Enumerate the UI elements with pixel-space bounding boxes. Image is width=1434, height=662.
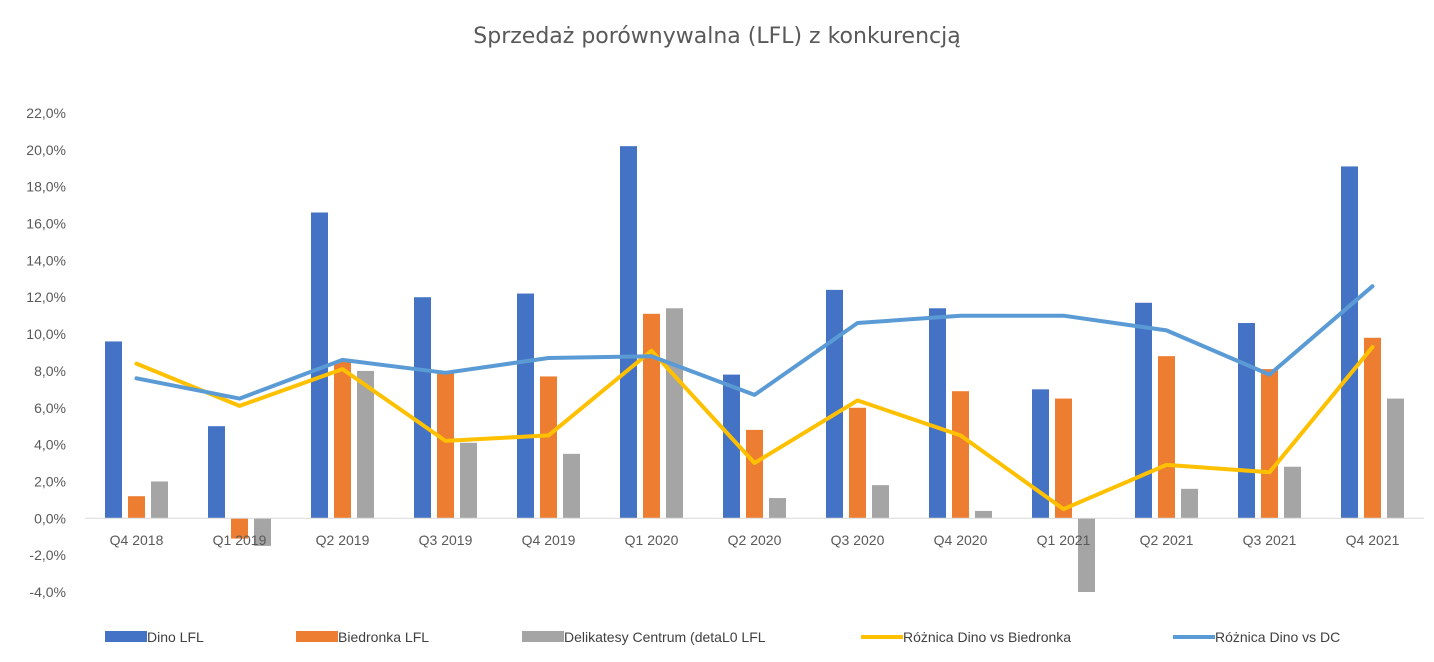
x-tick-label: Q4 2018	[110, 532, 164, 548]
bars	[105, 146, 1404, 592]
x-tick-label: Q1 2020	[625, 532, 679, 548]
bar-delikatesy-centrum-detal0-lfl	[1181, 488, 1198, 519]
y-tick-label: 6,0%	[34, 400, 66, 416]
bar-delikatesy-centrum-detal0-lfl	[872, 485, 889, 519]
y-tick-label: 22,0%	[26, 105, 66, 121]
bar-dino-lfl	[1032, 389, 1049, 519]
legend-swatch	[105, 631, 147, 642]
bar-biedronka-lfl	[1158, 356, 1175, 519]
x-tick-label: Q2 2020	[728, 532, 782, 548]
x-tick-label: Q4 2021	[1346, 532, 1400, 548]
legend-label: Różnica Dino vs Biedronka	[903, 629, 1071, 645]
legend-label: Biedronka LFL	[338, 629, 429, 645]
y-tick-label: 10,0%	[26, 326, 66, 342]
y-axis: -4,0% -2,0% 0,0% 2,0% 4,0% 6,0% 8,0% 10,0% 12,0%…	[26, 105, 66, 600]
bar-delikatesy-centrum-detal0-lfl	[1387, 398, 1404, 519]
bar-biedronka-lfl	[849, 407, 866, 519]
y-tick-label: 4,0%	[34, 437, 66, 453]
lines	[134, 284, 1375, 512]
bar-delikatesy-centrum-detal0-lfl	[563, 453, 580, 519]
bar-biedronka-lfl	[952, 391, 969, 519]
bar-biedronka-lfl	[643, 313, 660, 519]
bar-dino-lfl	[929, 308, 946, 519]
y-tick-label: -4,0%	[29, 584, 66, 600]
legend-label: Delikatesy Centrum (detaL0 LFL	[564, 629, 766, 645]
x-tick-label: Q4 2019	[522, 532, 576, 548]
bar-dino-lfl	[414, 297, 431, 519]
bar-delikatesy-centrum-detal0-lfl	[254, 518, 271, 546]
y-tick-label: 12,0%	[26, 289, 66, 305]
bar-delikatesy-centrum-detal0-lfl	[1078, 518, 1095, 592]
bar-dino-lfl	[723, 374, 740, 519]
bar-delikatesy-centrum-detal0-lfl	[975, 510, 992, 519]
chart-title: Sprzedaż porównywalna (LFL) z konkurencj…	[473, 24, 960, 49]
x-tick-label: Q1 2019	[213, 532, 267, 548]
x-tick-label: Q1 2021	[1037, 532, 1091, 548]
x-tick-label: Q3 2019	[419, 532, 473, 548]
x-axis: Q4 2018 Q1 2019 Q2 2019 Q3 2019 Q4 2019 Q1 20…	[110, 532, 1400, 548]
bar-dino-lfl	[620, 146, 637, 519]
y-tick-label: 16,0%	[26, 216, 66, 232]
y-tick-label: 14,0%	[26, 252, 66, 268]
bar-delikatesy-centrum-detal0-lfl	[151, 481, 168, 519]
x-tick-label: Q3 2021	[1243, 532, 1297, 548]
bar-biedronka-lfl	[334, 361, 351, 519]
bar-biedronka-lfl	[540, 376, 557, 519]
bar-biedronka-lfl	[1364, 337, 1381, 519]
bar-dino-lfl	[105, 341, 122, 519]
line-r-nica-dino-vs-biedronka	[134, 345, 1375, 512]
bar-biedronka-lfl	[128, 496, 145, 519]
bar-biedronka-lfl	[746, 429, 763, 519]
bar-dino-lfl	[826, 289, 843, 519]
bar-delikatesy-centrum-detal0-lfl	[666, 308, 683, 519]
bar-delikatesy-centrum-detal0-lfl	[460, 442, 477, 519]
legend-label: Dino LFL	[147, 629, 204, 645]
y-tick-label: 2,0%	[34, 473, 66, 489]
bar-dino-lfl	[1238, 323, 1255, 519]
bar-dino-lfl	[1135, 302, 1152, 519]
bar-biedronka-lfl	[231, 518, 248, 539]
x-tick-label: Q4 2020	[934, 532, 988, 548]
line-r-nica-dino-vs-dc	[134, 284, 1375, 401]
x-tick-label: Q3 2020	[831, 532, 885, 548]
bar-delikatesy-centrum-detal0-lfl	[357, 370, 374, 519]
bar-dino-lfl	[517, 293, 534, 519]
legend: Dino LFL Biedronka LFL Delikatesy Centrum …	[105, 629, 1340, 645]
x-tick-label: Q2 2019	[316, 532, 370, 548]
y-tick-label: -2,0%	[29, 547, 66, 563]
legend-swatch	[296, 631, 338, 642]
y-tick-label: 8,0%	[34, 363, 66, 379]
bar-biedronka-lfl	[1261, 369, 1278, 519]
bar-biedronka-lfl	[1055, 398, 1072, 519]
legend-label: Różnica Dino vs DC	[1215, 629, 1340, 645]
y-tick-label: 0,0%	[34, 510, 66, 526]
y-tick-label: 20,0%	[26, 142, 66, 158]
bar-delikatesy-centrum-detal0-lfl	[769, 498, 786, 519]
legend-swatch	[522, 631, 564, 642]
bar-dino-lfl	[311, 212, 328, 519]
x-tick-label: Q2 2021	[1140, 532, 1194, 548]
bar-biedronka-lfl	[437, 372, 454, 519]
bar-dino-lfl	[1341, 166, 1358, 519]
bar-delikatesy-centrum-detal0-lfl	[1284, 466, 1301, 519]
bar-dino-lfl	[208, 426, 225, 519]
y-tick-label: 18,0%	[26, 179, 66, 195]
